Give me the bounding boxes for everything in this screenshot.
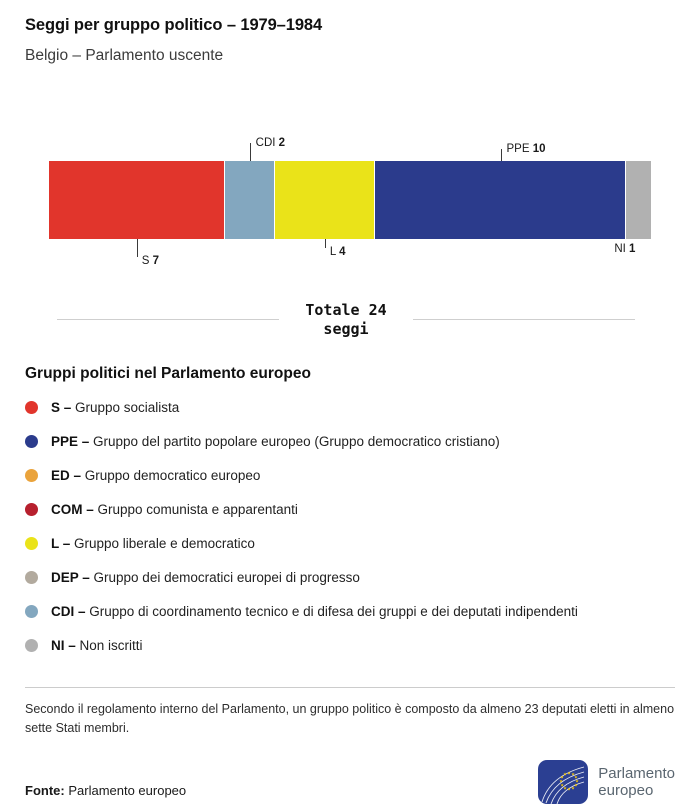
page-subtitle: Belgio – Parlamento uscente — [25, 47, 224, 64]
callout-l: L 4 — [324, 239, 345, 258]
legend-color-dot — [25, 605, 38, 618]
legend-item-label: CDI – Gruppo di coordinamento tecnico e … — [51, 604, 578, 619]
legend-color-dot — [25, 537, 38, 550]
logo-text-line2: europeo — [598, 782, 654, 800]
total-label-line1: Totale 24 — [305, 301, 387, 319]
legend-color-dot — [25, 401, 38, 414]
legend-item-ppe: PPE – Gruppo del partito popolare europe… — [25, 425, 675, 459]
svg-text:★: ★ — [560, 783, 564, 788]
svg-text:★: ★ — [571, 772, 575, 777]
legend-item-label: NI – Non iscritti — [51, 638, 143, 653]
bar-segment-cdi[interactable] — [224, 161, 275, 239]
svg-text:★: ★ — [571, 786, 575, 791]
legend-item-label: DEP – Gruppo dei democratici europei di … — [51, 570, 360, 585]
total-divider-right — [412, 319, 635, 321]
legend-color-dot — [25, 435, 38, 448]
legend-item-ni: NI – Non iscritti — [25, 629, 675, 663]
callout-label-l: L 4 — [329, 246, 346, 258]
svg-text:★: ★ — [574, 775, 578, 780]
legend-color-dot — [25, 503, 38, 516]
callout-label-ni: NI 1 — [614, 243, 636, 255]
legend-list: S – Gruppo socialista PPE – Gruppo del pa… — [25, 391, 675, 663]
legend-item-label: S – Gruppo socialista — [51, 400, 180, 415]
bar-wrap: S 7 CDI 2 L 4 PPE 10 NI 1 — [49, 137, 651, 267]
legend-color-dot — [25, 571, 38, 584]
callout-label-s: S 7 — [141, 255, 160, 267]
callout-cdi: CDI 2 — [249, 137, 285, 161]
footnote-divider — [25, 686, 675, 688]
legend-item-com: COM – Gruppo comunista e apparentanti — [25, 493, 675, 527]
callout-ppe: PPE 10 — [500, 143, 546, 161]
bar-segment-ppe[interactable] — [375, 161, 626, 239]
bar-segment-s[interactable] — [49, 161, 225, 239]
total-label-line2: seggi — [323, 319, 369, 338]
bar-segment-ni[interactable] — [625, 161, 651, 239]
seats-chart: S 7 CDI 2 L 4 PPE 10 NI 1 — [49, 137, 651, 267]
callout-s: S 7 — [136, 239, 159, 267]
legend-item-dep: DEP – Gruppo dei democratici europei di … — [25, 561, 675, 595]
total-divider-left — [57, 319, 280, 321]
svg-text:★: ★ — [560, 775, 564, 780]
legend-heading: Gruppi politici nel Parlamento europeo — [25, 364, 311, 382]
european-parliament-logo-icon: ★ ★★★★★★★★★★★ — [538, 760, 589, 805]
svg-text:★: ★ — [574, 783, 578, 788]
page: Seggi per gruppo politico – 1979–1984 Be… — [25, 16, 675, 805]
stacked-bar — [49, 161, 651, 239]
bar-segment-l[interactable] — [274, 161, 376, 239]
legend-item-l: L – Gruppo liberale e democratico — [25, 527, 675, 561]
page-title: Seggi per gruppo politico – 1979–1984 — [25, 16, 323, 34]
svg-text:★: ★ — [567, 771, 571, 776]
callout-label-cdi: CDI 2 — [255, 137, 286, 149]
legend-item-label: PPE – Gruppo del partito popolare europe… — [51, 434, 500, 449]
footer: Fonte: Parlamento europeo ★ ★ ★ ★ ★ ★ ★ ★ ★ ★ ★ ★ P… — [25, 760, 675, 808]
legend-color-dot — [25, 639, 38, 652]
svg-text:★: ★ — [559, 779, 563, 784]
logo-text-line1: Parlamento — [598, 765, 675, 782]
total-row: Totale 24 seggi — [57, 301, 635, 339]
european-parliament-logo: ★ ★ ★ ★ ★ ★ ★ ★ ★ ★ ★ ★ Parlamento europeo — [538, 760, 675, 808]
svg-text:★: ★ — [575, 779, 579, 784]
european-parliament-logo-text: Parlamento europeo — [598, 765, 675, 800]
footnote: Secondo il regolamento interno del Parla… — [25, 701, 675, 735]
legend-item-cdi: CDI – Gruppo di coordinamento tecnico e … — [25, 595, 675, 629]
legend-item-label: ED – Gruppo democratico europeo — [51, 468, 261, 483]
callout-label-ppe: PPE 10 — [506, 143, 546, 155]
svg-text:★: ★ — [567, 787, 571, 792]
source: Fonte: Parlamento europeo — [25, 783, 186, 808]
legend-item-ed: ED – Gruppo democratico europeo — [25, 459, 675, 493]
legend-item-s: S – Gruppo socialista — [25, 391, 675, 425]
total-label: Totale 24 seggi — [279, 301, 412, 339]
legend-color-dot — [25, 469, 38, 482]
legend-item-label: COM – Gruppo comunista e apparentanti — [51, 502, 298, 517]
svg-text:★: ★ — [563, 772, 567, 777]
legend-item-label: L – Gruppo liberale e democratico — [51, 536, 255, 551]
